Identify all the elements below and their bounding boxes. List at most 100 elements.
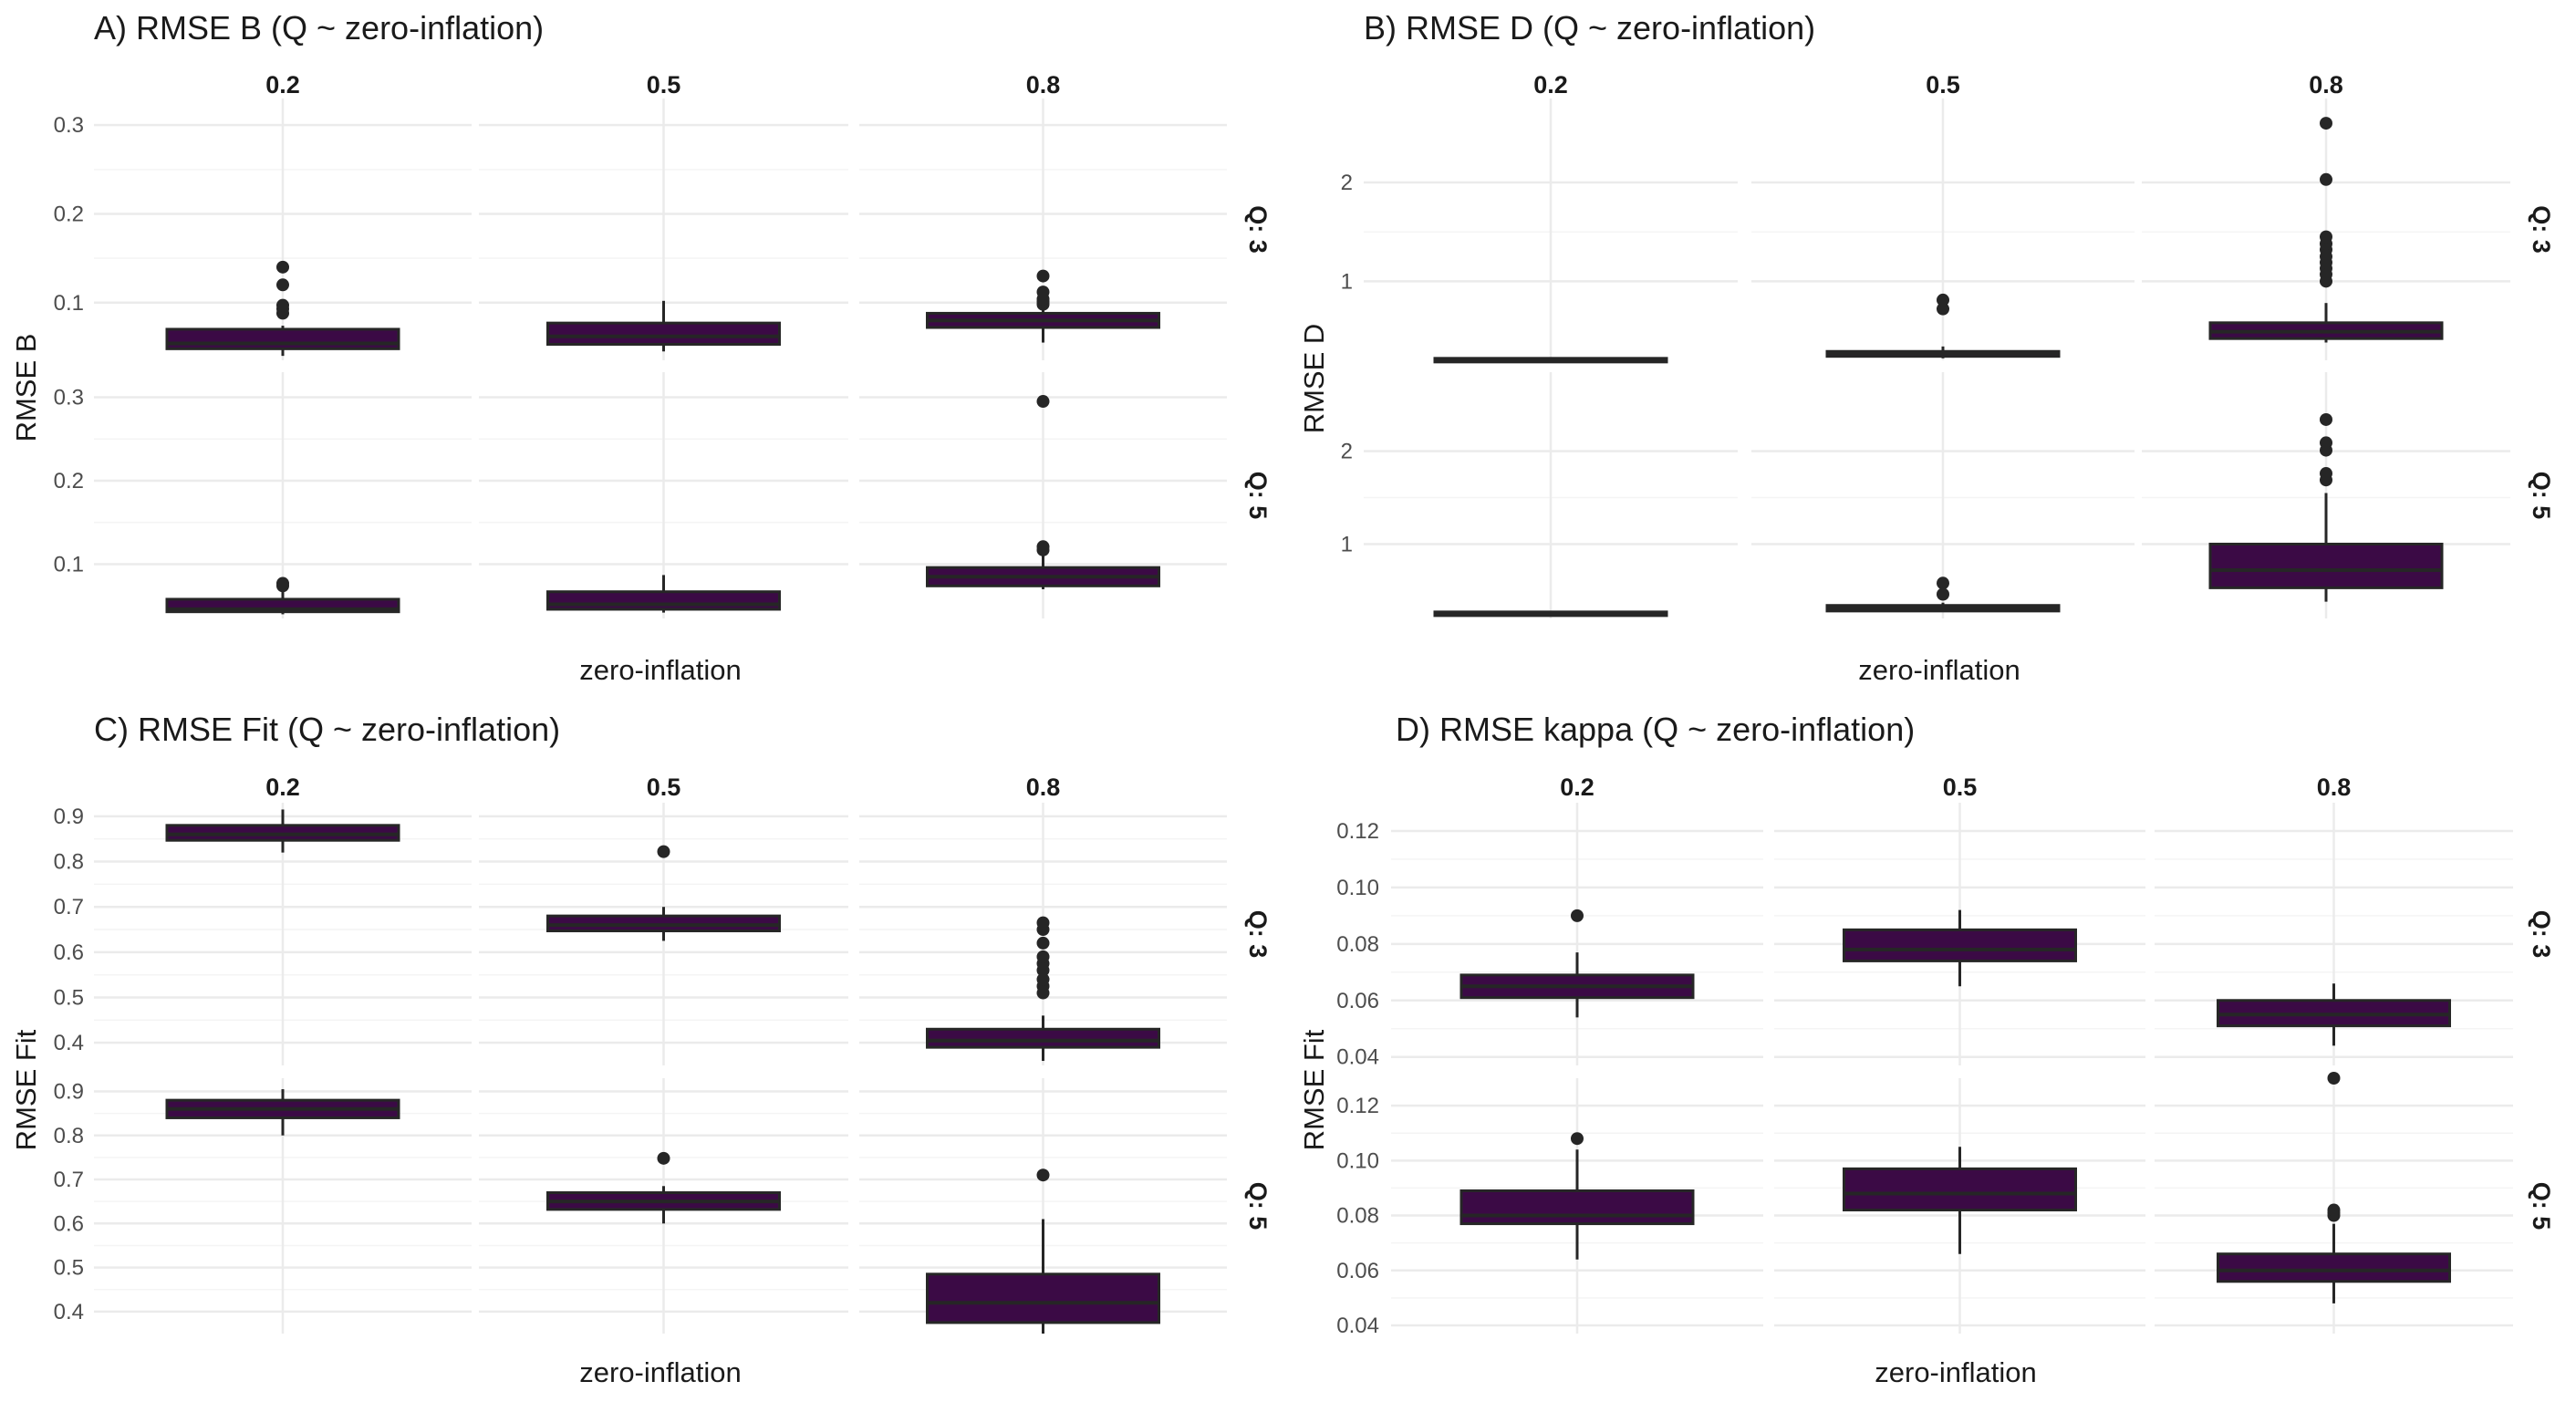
outlier-point <box>1036 972 1050 986</box>
y-tick-label: 0.9 <box>54 1079 84 1104</box>
facet-row-label: Q: 3 <box>2528 910 2555 959</box>
outlier-point <box>657 1151 670 1165</box>
y-tick-label: 0.7 <box>54 895 84 919</box>
outlier-point <box>2327 1072 2341 1085</box>
outlier-point <box>1937 293 1949 306</box>
box <box>165 327 400 350</box>
chart-title: A) RMSE B (Q ~ zero-inflation) <box>94 9 544 47</box>
y-axis-label: RMSE B <box>10 334 42 442</box>
box <box>546 590 781 611</box>
outlier-point <box>1937 302 1949 316</box>
outlier-point <box>2327 1203 2341 1217</box>
y-tick-label: 0.5 <box>54 986 84 1011</box>
y-axis-label: RMSE Fit <box>10 1029 42 1150</box>
box <box>926 1027 1160 1049</box>
outlier-point <box>657 845 670 858</box>
y-tick-label: 0.8 <box>54 1124 84 1148</box>
y-tick-label: 0.6 <box>54 1211 84 1236</box>
y-tick-label: 0.06 <box>1336 1259 1379 1283</box>
y-tick-label: 0.12 <box>1336 1094 1379 1118</box>
y-tick-label: 0.12 <box>1336 819 1379 844</box>
x-axis-label: zero-inflation <box>579 1356 741 1388</box>
facet-strip-label: 0.8 <box>1026 774 1061 801</box>
outlier-point <box>1036 950 1050 963</box>
box <box>2217 1252 2451 1283</box>
facet-row-label: Q: 5 <box>2528 472 2555 520</box>
y-tick-label: 1 <box>1341 532 1353 556</box>
chart-rmse-fit: C) RMSE Fit (Q ~ zero-inflation) RMSE Fi… <box>10 711 1272 1388</box>
outlier-point <box>2320 117 2332 130</box>
outlier-point <box>2320 412 2332 426</box>
y-tick-label: 0.2 <box>54 202 84 226</box>
facet-row-label: Q: 3 <box>1244 205 1272 254</box>
outlier-point <box>1036 1168 1050 1182</box>
y-tick-label: 0.4 <box>54 1031 84 1055</box>
y-tick-label: 0.04 <box>1336 1314 1379 1338</box>
y-tick-label: 0.2 <box>54 469 84 493</box>
y-tick-label: 0.3 <box>54 385 84 410</box>
facet-strip-label: 0.5 <box>647 774 681 801</box>
outlier-point <box>1036 395 1050 409</box>
y-tick-label: 0.4 <box>54 1300 84 1324</box>
facet-strip-label: 0.2 <box>1533 71 1568 99</box>
chart-rmse-b: A) RMSE B (Q ~ zero-inflation) RMSE B ze… <box>10 9 1272 686</box>
y-tick-label: 0.6 <box>54 940 84 965</box>
y-tick-label: 0.10 <box>1336 876 1379 900</box>
facet-strip-label: 0.8 <box>2317 774 2352 801</box>
facet-strip-label: 0.5 <box>647 71 681 99</box>
y-tick-label: 1 <box>1341 269 1353 294</box>
facet-row-label: Q: 5 <box>2528 1182 2555 1231</box>
y-tick-label: 0.3 <box>54 113 84 138</box>
outlier-point <box>2320 436 2332 450</box>
y-axis-label: RMSE Fit <box>1298 1029 1330 1150</box>
facet-row-label: Q: 3 <box>2528 205 2555 254</box>
facet-strip-label: 0.2 <box>265 71 300 99</box>
outlier-point <box>1571 1132 1584 1146</box>
outlier-point <box>1937 587 1949 601</box>
outlier-point <box>1036 936 1050 950</box>
outlier-point <box>2320 172 2332 186</box>
facet-strip-label: 0.2 <box>1560 774 1594 801</box>
chart-title: D) RMSE kappa (Q ~ zero-inflation) <box>1396 711 1915 748</box>
box <box>1843 1167 2077 1212</box>
facet-row-label: Q: 5 <box>1244 1182 1272 1231</box>
chart-rmse-kappa: D) RMSE kappa (Q ~ zero-inflation) RMSE … <box>1298 711 2555 1388</box>
y-tick-label: 0.9 <box>54 805 84 829</box>
y-tick-label: 0.08 <box>1336 932 1379 957</box>
chart-title: B) RMSE D (Q ~ zero-inflation) <box>1364 9 1815 47</box>
y-tick-label: 0.08 <box>1336 1204 1379 1229</box>
chart-title: C) RMSE Fit (Q ~ zero-inflation) <box>94 711 560 748</box>
y-tick-label: 0.5 <box>54 1256 84 1281</box>
outlier-point <box>1036 269 1050 283</box>
outlier-point <box>276 576 289 590</box>
facet-strip-label: 0.8 <box>1026 71 1061 99</box>
outlier-point <box>276 278 289 292</box>
facet-strip-label: 0.8 <box>2309 71 2343 99</box>
outlier-point <box>2320 230 2332 244</box>
y-tick-label: 2 <box>1341 440 1353 464</box>
y-tick-label: 0.10 <box>1336 1148 1379 1173</box>
facet-row-label: Q: 3 <box>1244 910 1272 959</box>
facet-row-label: Q: 5 <box>1244 472 1272 520</box>
facet-strip-label: 0.2 <box>265 774 300 801</box>
x-axis-label: zero-inflation <box>1858 654 2020 686</box>
x-axis-label: zero-inflation <box>1875 1356 2036 1388</box>
outlier-point <box>276 298 289 312</box>
outlier-point <box>1036 540 1050 554</box>
box <box>546 321 781 346</box>
box <box>2208 542 2444 589</box>
outlier-point <box>1571 909 1584 922</box>
y-tick-label: 0.06 <box>1336 989 1379 1013</box>
outlier-point <box>2320 467 2332 481</box>
outlier-point <box>1937 576 1949 590</box>
outlier-point <box>1036 286 1050 299</box>
y-tick-label: 2 <box>1341 171 1353 195</box>
y-tick-label: 0.8 <box>54 850 84 875</box>
facet-strip-label: 0.5 <box>1943 774 1978 801</box>
box <box>1459 1189 1695 1226</box>
box <box>926 1272 1160 1324</box>
y-tick-label: 0.7 <box>54 1168 84 1192</box>
box <box>1843 928 2077 962</box>
y-tick-label: 0.1 <box>54 553 84 577</box>
